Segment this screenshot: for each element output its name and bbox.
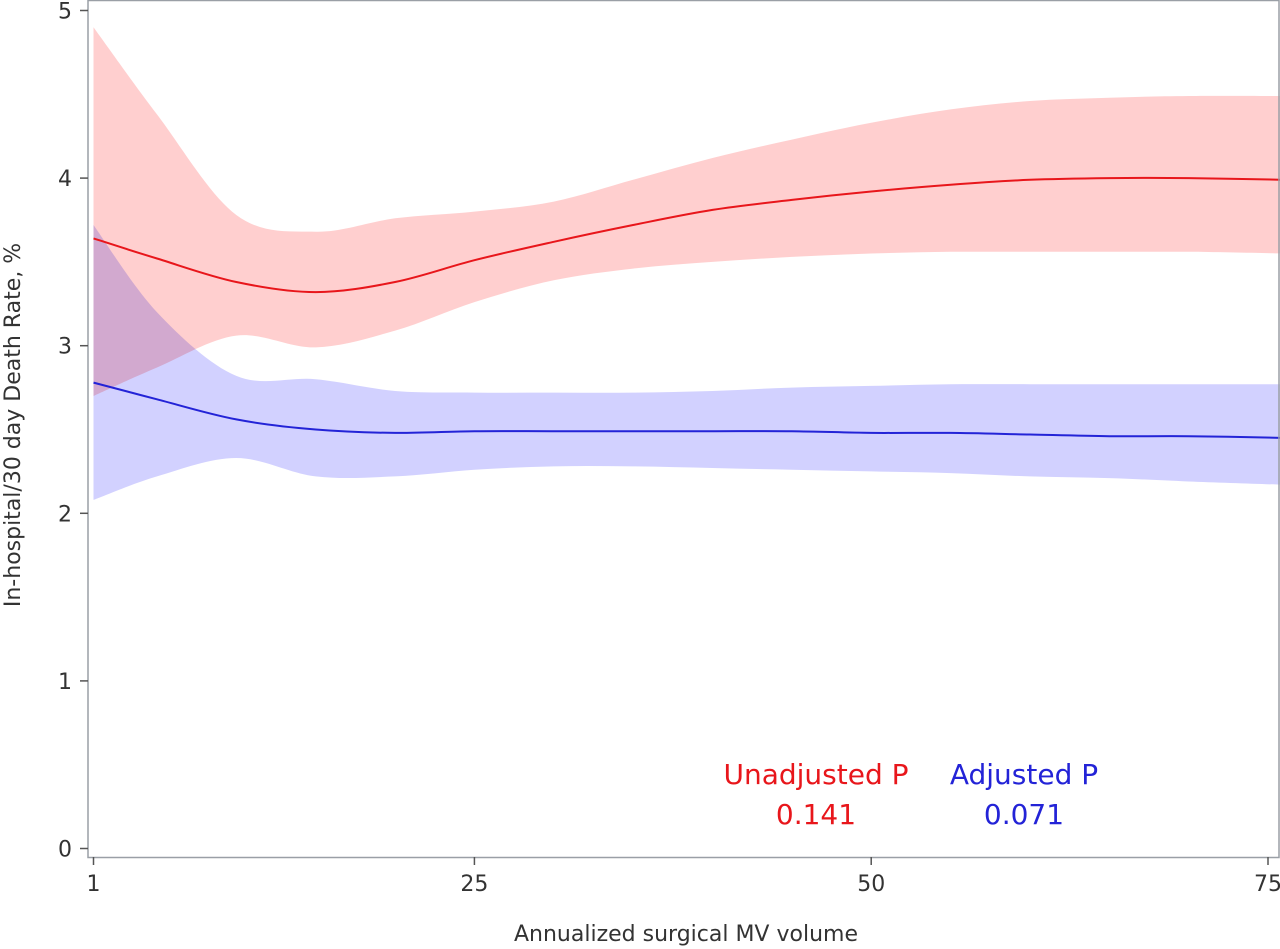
unadjusted-p-value: 0.141	[776, 798, 856, 831]
y-tick-label: 2	[58, 502, 72, 527]
y-tick-label: 0	[58, 838, 72, 863]
series-lines	[93, 176, 1280, 439]
x-tick-label: 50	[857, 872, 885, 897]
x-axis: 1 25 50 75	[87, 857, 1280, 897]
unadjusted-line	[93, 176, 1280, 294]
y-tick-label: 4	[58, 167, 72, 192]
y-axis: 0 1 2 3 4 5	[58, 0, 88, 863]
unadjusted-p-label: Unadjusted P	[723, 758, 908, 791]
x-axis-title: Annualized surgical MV volume	[514, 922, 858, 947]
x-tick-label: 75	[1254, 872, 1280, 897]
adjusted-line	[93, 381, 1280, 439]
adjusted-confidence-band	[93, 225, 1280, 500]
y-tick-label: 1	[58, 670, 72, 695]
y-axis-title: In-hospital/30 day Death Rate, %	[1, 243, 26, 607]
adjusted-p-value: 0.071	[984, 798, 1064, 831]
adjusted-p-label: Adjusted P	[950, 758, 1098, 791]
confidence-bands	[93, 27, 1280, 500]
x-tick-label: 25	[460, 872, 488, 897]
y-tick-label: 5	[58, 0, 72, 25]
plot-frame	[87, 0, 1280, 859]
x-tick-label: 1	[87, 872, 101, 897]
y-tick-label: 3	[58, 335, 72, 360]
unadjusted-confidence-band	[93, 27, 1280, 396]
